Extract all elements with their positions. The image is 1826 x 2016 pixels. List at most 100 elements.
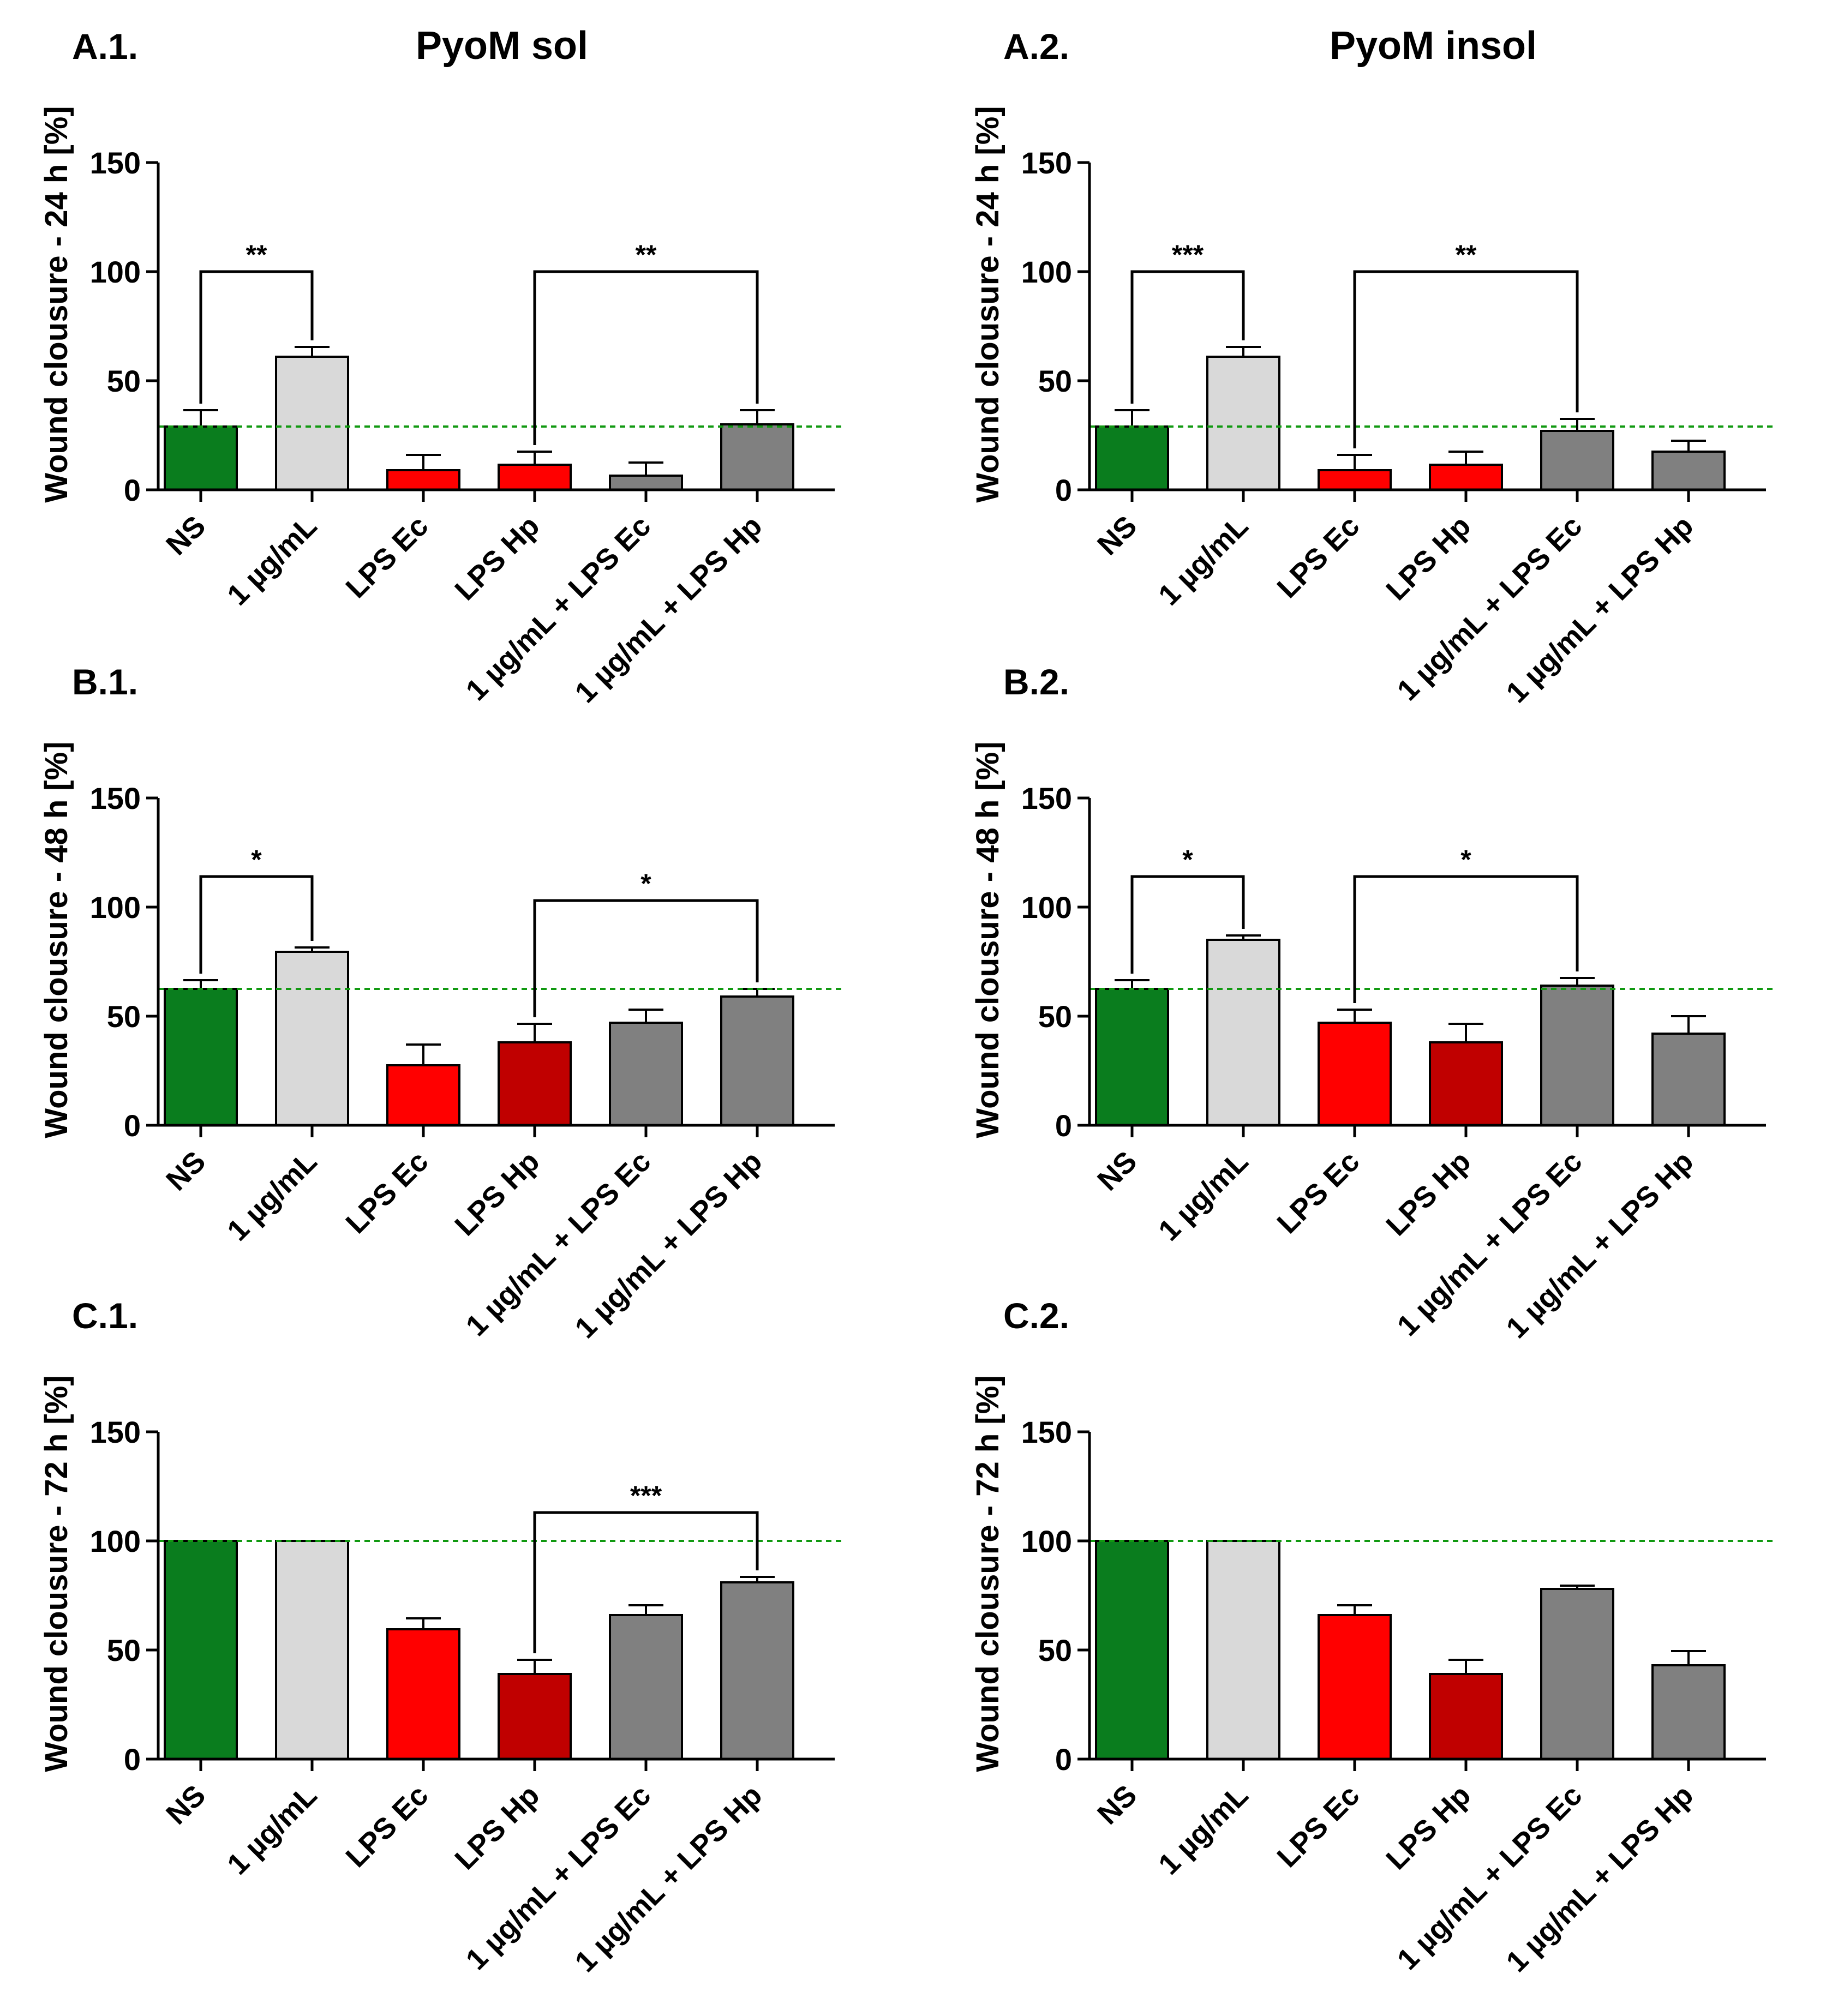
y-axis-label: Wound clousure - 24 h [%]	[970, 106, 1005, 502]
bar-4	[498, 1673, 572, 1760]
bar-3	[1318, 469, 1392, 491]
significance-label-1: **	[246, 239, 267, 270]
x-tick-label: 1 µg/mL	[1152, 509, 1254, 611]
chart-title: PyoM sol	[416, 24, 588, 68]
x-tick-label: 1 µg/mL + LPS Hp	[1500, 1779, 1699, 1978]
chart-panel-1: A.1. PyoM sol Wound clousure - 24 h [%] 0 50…	[39, 24, 846, 709]
y-tick-label: 50	[107, 1633, 141, 1667]
bar-1	[1095, 988, 1169, 1126]
bar-4	[498, 464, 572, 491]
x-tick-label: 1 µg/mL	[1152, 1145, 1254, 1247]
significance-bracket-1	[1130, 875, 1245, 974]
significance-bracket-1	[199, 875, 314, 974]
bar-5	[609, 1614, 683, 1760]
y-axis-label: Wound clousure - 24 h [%]	[39, 106, 74, 502]
bar-4	[1429, 1673, 1503, 1760]
y-tick-label: 100	[90, 255, 141, 289]
chart-panel-2: A.2. PyoM insol Wound clousure - 24 h [%] 0…	[970, 24, 1777, 709]
y-tick-label: 50	[1038, 364, 1072, 398]
y-tick-label: 50	[1038, 1633, 1072, 1667]
significance-bracket-2	[533, 270, 759, 445]
panel-label: B.1.	[72, 662, 138, 702]
x-tick-label: NS	[160, 1779, 212, 1831]
y-tick-label: 150	[1021, 146, 1072, 180]
significance-label-1: *	[1182, 844, 1193, 875]
x-tick-label: 1 µg/mL + LPS Ec	[460, 1145, 657, 1342]
y-tick-label: 100	[1021, 255, 1072, 289]
significance-bracket-2	[1353, 875, 1579, 1003]
y-tick-label: 100	[90, 1524, 141, 1558]
x-tick-label: LPS Ec	[1271, 1145, 1366, 1240]
y-tick-label: 0	[124, 1108, 141, 1143]
significance-bracket-1	[199, 270, 314, 404]
x-tick-label: NS	[1091, 1779, 1143, 1831]
x-tick-label: 1 µg/mL + LPS Ec	[1391, 1145, 1589, 1342]
y-tick-label: 0	[124, 473, 141, 507]
significance-bracket-2	[1353, 270, 1579, 448]
bar-6	[720, 423, 794, 491]
y-tick-label: 100	[1021, 1524, 1072, 1558]
x-tick-label: LPS Ec	[1271, 1779, 1366, 1874]
x-tick-label: 1 µg/mL	[221, 1145, 323, 1247]
significance-label-2: **	[636, 239, 657, 270]
bar-6	[720, 1581, 794, 1760]
y-tick-label: 50	[107, 999, 141, 1034]
x-tick-label: LPS Ec	[339, 509, 434, 604]
bar-3	[386, 1628, 460, 1760]
y-tick-label: 150	[1021, 781, 1072, 815]
x-tick-label: LPS Ec	[339, 1779, 434, 1874]
x-tick-label: LPS Hp	[1380, 509, 1477, 607]
bar-3	[1318, 1614, 1392, 1760]
bar-5	[609, 1022, 683, 1126]
chart-panel-3: B.1. Wound clousure - 48 h [%] 0 50 100 150 NS…	[39, 662, 846, 1345]
x-tick-label: 1 µg/mL	[221, 1779, 323, 1881]
chart-panel-4: B.2. Wound clousure - 48 h [%] 0 50 100 150 NS…	[970, 662, 1777, 1345]
bar-6	[1651, 451, 1726, 491]
y-tick-label: 150	[90, 1415, 141, 1449]
bar-5	[1540, 1588, 1614, 1760]
chart-panel-5: C.1. Wound clousure - 72 h [%] 0 50 100 150 NS…	[39, 1295, 846, 1978]
y-tick-label: 0	[1055, 473, 1072, 507]
x-tick-label: 1 µg/mL + LPS Hp	[1500, 1145, 1699, 1345]
bar-1	[164, 1540, 238, 1760]
x-tick-label: NS	[1091, 1145, 1143, 1197]
panel-label: A.1.	[72, 26, 138, 67]
significance-bracket-1	[1130, 270, 1245, 404]
significance-label-2: **	[1456, 239, 1477, 270]
y-tick-label: 0	[1055, 1108, 1072, 1143]
bar-6	[720, 995, 794, 1126]
y-tick-label: 0	[1055, 1742, 1072, 1777]
x-tick-label: LPS Hp	[1380, 1779, 1477, 1876]
bar-1	[1095, 1540, 1169, 1760]
x-tick-label: LPS Hp	[448, 1145, 546, 1242]
bar-1	[1095, 425, 1169, 491]
bar-2	[275, 1540, 349, 1760]
x-tick-label: 1 µg/mL + LPS Hp	[1500, 509, 1699, 709]
y-tick-label: 150	[90, 781, 141, 815]
y-tick-label: 150	[1021, 1415, 1072, 1449]
y-tick-label: 150	[90, 146, 141, 180]
x-tick-label: 1 µg/mL + LPS Ec	[1391, 509, 1589, 707]
x-tick-label: LPS Hp	[448, 509, 546, 607]
bar-2	[1206, 939, 1280, 1126]
bar-6	[1651, 1033, 1726, 1126]
bar-6	[1651, 1664, 1726, 1760]
x-tick-label: LPS Ec	[1271, 509, 1366, 604]
bar-2	[1206, 1540, 1280, 1760]
x-tick-label: 1 µg/mL + LPS Hp	[568, 509, 768, 709]
panel-label: C.1.	[72, 1295, 138, 1336]
x-tick-label: 1 µg/mL + LPS Ec	[460, 509, 657, 707]
y-tick-label: 50	[1038, 999, 1072, 1034]
bar-4	[1429, 1041, 1503, 1126]
bar-3	[386, 469, 460, 491]
x-tick-label: 1 µg/mL + LPS Ec	[1391, 1779, 1589, 1976]
bar-5	[609, 475, 683, 491]
bar-4	[1429, 464, 1503, 491]
x-tick-label: 1 µg/mL + LPS Hp	[568, 1779, 768, 1978]
x-tick-label: 1 µg/mL + LPS Ec	[460, 1779, 657, 1976]
significance-label-1: ***	[630, 1480, 662, 1511]
bar-2	[275, 951, 349, 1126]
bar-4	[498, 1041, 572, 1126]
significance-label-2: *	[1460, 844, 1471, 875]
